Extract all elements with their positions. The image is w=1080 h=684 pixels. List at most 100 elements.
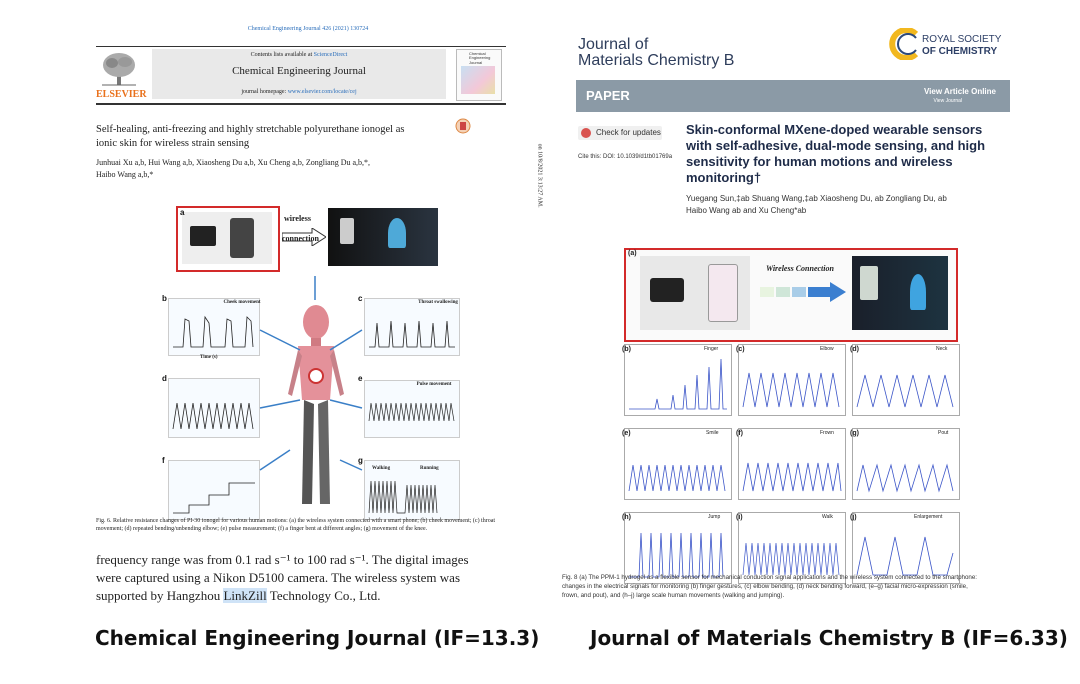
elsevier-tree-logo bbox=[100, 51, 138, 87]
right-authors-2: Haibo Wang ab and Xu Cheng*ab bbox=[686, 206, 807, 215]
left-chart-f bbox=[168, 460, 260, 520]
check-updates-icon bbox=[581, 128, 591, 138]
left-fig-connection: connection bbox=[282, 234, 319, 243]
right-fig-caption-2: changes in the electrical signals for mo… bbox=[562, 583, 968, 590]
right-panel-a-dark bbox=[852, 256, 948, 330]
right-check-updates-button[interactable]: Check for updates bbox=[578, 126, 662, 140]
right-side-note-text: on 10/8/2021 3:13:27 AM. bbox=[536, 143, 543, 208]
left-paper: Chemical Engineering Journal 426 (2021) … bbox=[88, 20, 518, 610]
left-fig-wireless: wireless bbox=[284, 214, 311, 223]
right-wireless-arrow bbox=[760, 282, 846, 302]
right-bottom-caption: Journal of Materials Chemistry B (IF=6.3… bbox=[590, 626, 1068, 650]
right-journal-line2: Materials Chemistry B bbox=[578, 52, 735, 69]
right-title-walk: Walk bbox=[822, 514, 833, 520]
left-chart-g bbox=[364, 460, 460, 520]
left-header: ELSEVIER Contents lists available at Sci… bbox=[96, 46, 506, 105]
left-body-1: frequency range was from 0.1 rad s⁻¹ to … bbox=[96, 552, 469, 567]
right-label-e: (e) bbox=[622, 430, 631, 437]
left-chart-e bbox=[364, 380, 460, 438]
right-label-f: (f) bbox=[736, 430, 743, 437]
view-article-online[interactable]: View Article Online bbox=[923, 87, 996, 96]
left-cheek-text: Cheek movement bbox=[223, 300, 261, 305]
right-chart-smile bbox=[624, 428, 732, 500]
left-pulse-text: Pulse movement bbox=[416, 382, 452, 387]
left-label-a: a bbox=[180, 208, 185, 217]
sciencedirect-link[interactable]: ScienceDirect bbox=[313, 52, 348, 58]
left-throat-text: Throat swallowing bbox=[418, 300, 458, 305]
right-panel-a-device-photo bbox=[640, 256, 750, 330]
left-check-updates-icon[interactable] bbox=[453, 118, 473, 140]
right-label-d: (d) bbox=[850, 346, 859, 353]
right-fig-caption-1: Fig. 8 (a) The PPM-1 hydrogel as a flexi… bbox=[562, 574, 978, 581]
view-journal[interactable]: View Journal bbox=[933, 98, 962, 104]
left-label-b: b bbox=[162, 294, 167, 303]
right-title-enlargement: Enlargement bbox=[914, 514, 943, 520]
left-label-f: f bbox=[162, 456, 165, 465]
rsc-line1: ROYAL SOCIETY bbox=[922, 34, 1002, 45]
right-label-g: (g) bbox=[850, 430, 859, 437]
right-title-smile: Smile bbox=[706, 430, 719, 436]
left-walking-text: Walking bbox=[372, 466, 391, 471]
right-label-j: (j) bbox=[850, 514, 857, 521]
right-title-2: with self-adhesive, dual-mode sensing, a… bbox=[686, 138, 986, 153]
left-label-c: c bbox=[358, 294, 363, 303]
left-panel-a-photo bbox=[182, 212, 272, 264]
left-journal-title: Chemical Engineering Journal bbox=[232, 65, 366, 77]
right-title-neck: Neck bbox=[936, 346, 948, 352]
right-chart-finger bbox=[624, 344, 732, 416]
right-cite: Cite this: DOI: 10.1039/d1tb01769a bbox=[578, 154, 673, 160]
wireless-arrow bbox=[281, 227, 327, 247]
rsc-line2: OF CHEMISTRY bbox=[922, 46, 998, 57]
left-label-g: g bbox=[358, 456, 363, 465]
right-title-frown: Frown bbox=[820, 430, 834, 436]
right-fig-wireless: Wireless Connection bbox=[766, 264, 834, 273]
right-label-b: (b) bbox=[622, 346, 631, 353]
linkzill-highlight: LinkZill bbox=[223, 588, 267, 603]
right-title-elbow: Elbow bbox=[820, 346, 834, 352]
paper-banner: PAPER View Article Online View Journal bbox=[576, 80, 1010, 112]
right-paper: Journal of Materials Chemistry B ROYAL S… bbox=[562, 20, 1020, 610]
right-title-4: monitoring† bbox=[686, 170, 762, 185]
figure-arrows bbox=[259, 276, 363, 471]
left-article-title-2: ionic skin for wireless strain sensing bbox=[96, 138, 250, 149]
right-title-1: Skin-conformal MXene-doped wearable sens… bbox=[686, 122, 983, 137]
right-title-3: sensitivity for human motions and wirele… bbox=[686, 154, 953, 169]
left-body-2: were captured using a Nikon D5100 camera… bbox=[96, 570, 461, 585]
right-chart-enlargement bbox=[852, 512, 960, 584]
left-article-title-1: Self-healing, anti-freezing and highly s… bbox=[96, 124, 405, 135]
contents-line: Contents lists available at ScienceDirec… bbox=[152, 52, 446, 59]
journal-cover-thumbnail: Chemical Engineering Journal bbox=[456, 49, 502, 101]
homepage-link[interactable]: www.elsevier.com/locate/cej bbox=[287, 89, 357, 95]
homepage-line: journal homepage: www.elsevier.com/locat… bbox=[152, 89, 446, 96]
right-chart-jump bbox=[624, 512, 732, 584]
left-journal-box: Contents lists available at ScienceDirec… bbox=[152, 49, 446, 99]
right-chart-neck bbox=[852, 344, 960, 416]
right-title-finger: Finger bbox=[704, 346, 719, 352]
right-chart-frown bbox=[738, 428, 846, 500]
left-body-3: supported by Hangzhou LinkZill Technolog… bbox=[96, 588, 380, 604]
left-body-3-pre: supported by Hangzhou bbox=[96, 588, 224, 603]
rsc-logo-icon bbox=[888, 27, 920, 61]
contents-prefix: Contents lists available at bbox=[250, 52, 314, 58]
paper-label: PAPER bbox=[586, 88, 630, 103]
left-label-d: d bbox=[162, 374, 167, 383]
right-label-c: (c) bbox=[736, 346, 745, 353]
cover-graphic bbox=[461, 66, 495, 94]
right-check-updates-label: Check for updates bbox=[596, 128, 661, 137]
right-journal-line1: Journal of bbox=[578, 36, 649, 53]
left-fig-caption: Fig. 6. Relative resistance changes of P… bbox=[96, 518, 496, 532]
mannequin-figure bbox=[280, 304, 352, 514]
homepage-prefix: journal homepage: bbox=[241, 89, 288, 95]
right-chart-pout bbox=[852, 428, 960, 500]
left-figure: a wireless connection b Cheek movement c… bbox=[150, 200, 480, 525]
left-bottom-caption: Chemical Engineering Journal (IF=13.3) bbox=[95, 626, 540, 650]
right-side-note: on 10/8/2021 3:13:27 AM. bbox=[534, 140, 544, 260]
left-authors-2: Haibo Wang a,b,* bbox=[96, 170, 154, 179]
left-chart-c bbox=[364, 298, 460, 356]
right-fig-caption-3: frown, and pout), and (h–j) large scale … bbox=[562, 592, 785, 599]
left-panel-a-dark bbox=[328, 208, 438, 266]
left-running-text: Running bbox=[420, 466, 439, 471]
left-citation: Chemical Engineering Journal 426 (2021) … bbox=[247, 26, 369, 32]
right-title-pout: Pout bbox=[938, 430, 949, 436]
left-time-label: Time (s) bbox=[200, 355, 218, 360]
